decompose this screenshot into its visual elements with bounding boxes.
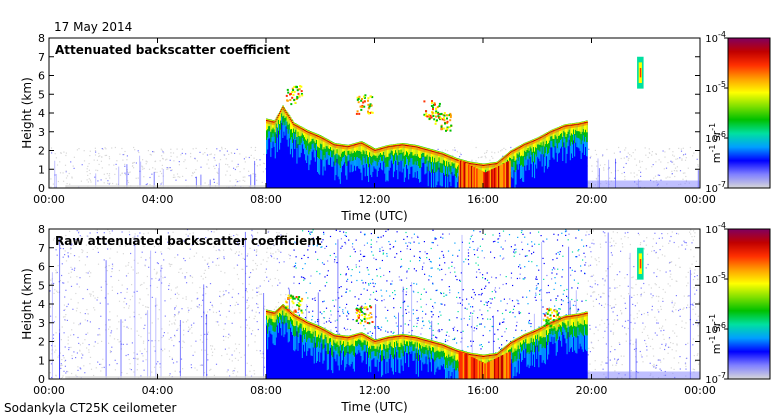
cloud-layer (266, 304, 588, 379)
y-tick-label: 4 (38, 298, 45, 311)
isolated-cloud (637, 56, 644, 89)
colorbar-label: m-1 sr-1 (708, 314, 723, 354)
colorbar-tick-label: 10-6 (705, 321, 726, 336)
x-tick-label: 00:00 (33, 193, 65, 206)
x-tick-label: 00:00 (684, 193, 716, 206)
y-tick-label: 0 (38, 373, 45, 386)
x-tick-label: 16:00 (467, 384, 499, 397)
panel-2: Raw attenuated backscatter coefficient 0 1… (20, 221, 771, 414)
x-tick-label: 20:00 (576, 193, 608, 206)
y-tick-label: 1 (38, 163, 45, 176)
x-tick-label: 08:00 (250, 193, 282, 206)
fog-event (458, 350, 511, 379)
upper-clouds (285, 294, 561, 329)
x-tick-label: 12:00 (359, 193, 391, 206)
y-tick-label: 3 (38, 126, 45, 139)
x-axis-label: Time (UTC) (340, 209, 407, 223)
cloud-layer (266, 105, 588, 188)
x-tick-label: 16:00 (467, 193, 499, 206)
date-label: 17 May 2014 (54, 20, 133, 34)
x-tick-label: 12:00 (359, 384, 391, 397)
y-tick-label: 5 (38, 279, 45, 292)
y-tick-label: 2 (38, 336, 45, 349)
x-tick-label: 08:00 (250, 384, 282, 397)
y-tick-label: 3 (38, 317, 45, 330)
y-tick-label: 7 (38, 51, 45, 64)
x-tick-label: 20:00 (576, 384, 608, 397)
y-tick-label: 8 (38, 32, 45, 45)
colorbar-tick-label: 10-7 (705, 371, 726, 386)
panel-title: Raw attenuated backscatter coefficient (55, 234, 322, 248)
x-tick-label: 04:00 (142, 384, 174, 397)
colorbar (727, 228, 771, 380)
heatmap-area (49, 229, 700, 379)
colorbar-label: m-1 sr-1 (708, 123, 723, 163)
y-tick-label: 1 (38, 354, 45, 367)
y-tick-label: 2 (38, 145, 45, 158)
y-tick-label: 5 (38, 88, 45, 101)
panel-title: Attenuated backscatter coefficient (55, 43, 290, 57)
y-tick-label: 6 (38, 70, 45, 83)
colorbar-tick-label: 10-4 (705, 221, 726, 236)
colorbar-tick-label: 10-5 (705, 271, 726, 286)
y-tick-label: 6 (38, 261, 45, 274)
heatmap-area (50, 56, 700, 188)
y-axis-label: Height (km) (20, 77, 34, 148)
y-tick-label: 0 (38, 182, 45, 195)
isolated-cloud (637, 247, 644, 280)
fog-event (458, 159, 511, 188)
colorbar-tick-label: 10-5 (705, 80, 726, 95)
colorbar-tick-label: 10-4 (705, 30, 726, 45)
x-axis-label: Time (UTC) (340, 400, 407, 414)
instrument-label: Sodankyla CT25K ceilometer (4, 401, 177, 415)
panel-1: Attenuated backscatter coefficient 0 1 2 3 4 5… (20, 30, 771, 223)
upper-clouds (285, 85, 453, 132)
colorbar-tick-label: 10-6 (705, 130, 726, 145)
y-tick-label: 7 (38, 242, 45, 255)
colorbar-tick-label: 10-7 (705, 180, 726, 195)
x-tick-label: 00:00 (33, 384, 65, 397)
colorbar (727, 37, 771, 189)
y-tick-label: 8 (38, 223, 45, 236)
x-tick-label: 00:00 (684, 384, 716, 397)
y-axis-label: Height (km) (20, 268, 34, 339)
x-tick-label: 04:00 (142, 193, 174, 206)
y-tick-label: 4 (38, 107, 45, 120)
